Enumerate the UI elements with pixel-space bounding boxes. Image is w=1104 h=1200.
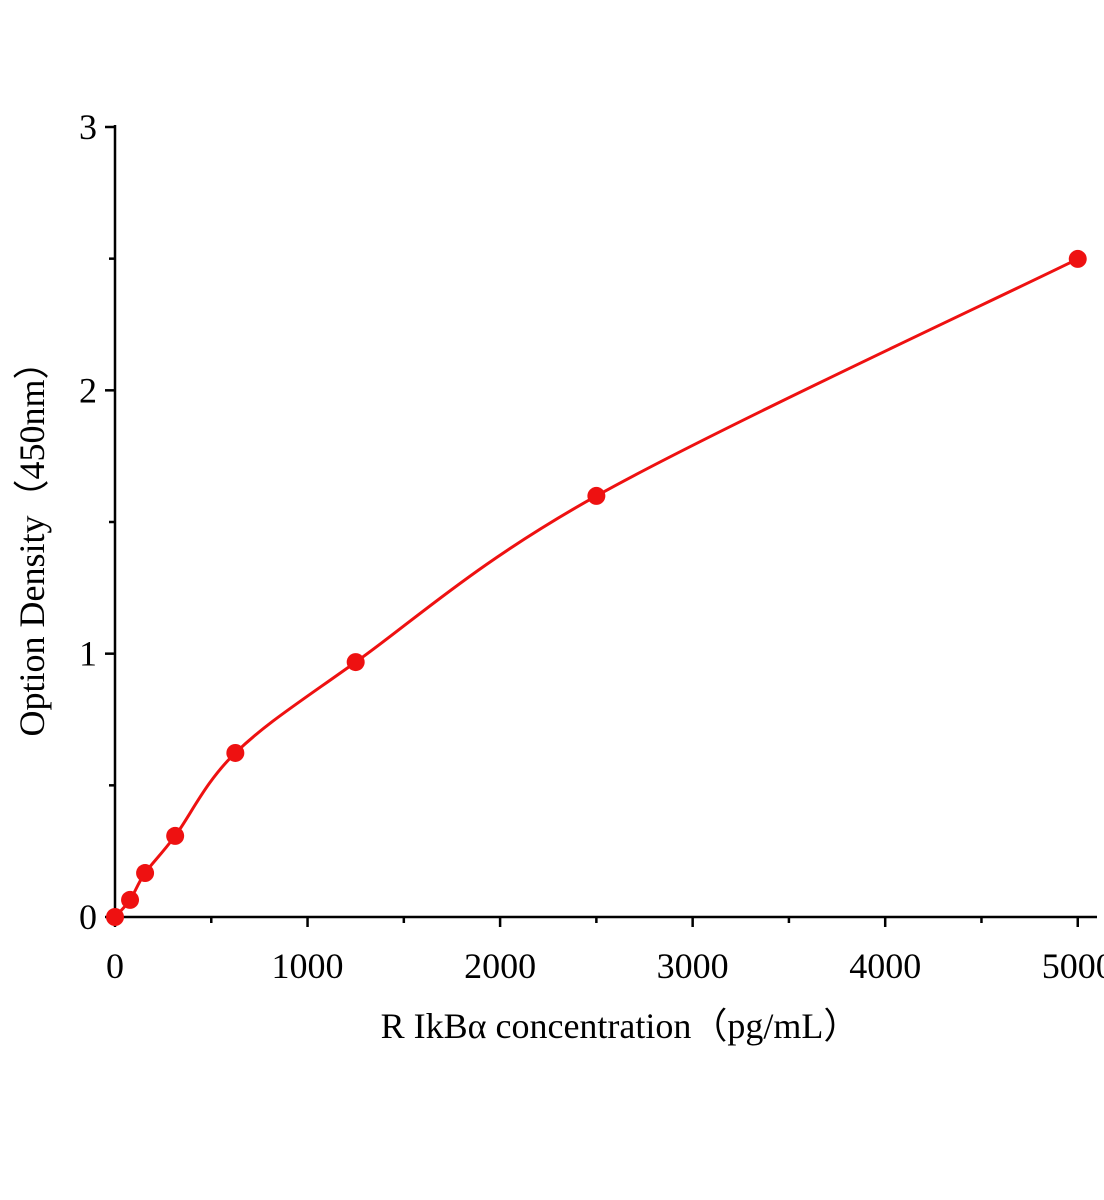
data-point bbox=[587, 486, 606, 505]
x-tick-label: 2000 bbox=[464, 946, 536, 986]
y-tick-label: 1 bbox=[79, 634, 97, 674]
x-tick-label: 1000 bbox=[272, 946, 344, 986]
y-tick-label: 0 bbox=[79, 897, 97, 937]
data-point bbox=[1068, 249, 1087, 268]
y-tick-label: 3 bbox=[79, 107, 97, 147]
y-axis-label: Option Density（450nm） bbox=[12, 344, 52, 737]
data-point bbox=[136, 864, 155, 883]
data-point bbox=[166, 826, 185, 845]
x-axis-label: R IkBα concentration（pg/mL） bbox=[381, 1006, 860, 1046]
data-point bbox=[226, 743, 245, 762]
x-tick-label: 4000 bbox=[849, 946, 921, 986]
data-point bbox=[346, 653, 365, 672]
data-point bbox=[121, 890, 140, 909]
fit-line bbox=[113, 257, 1079, 919]
x-tick-label: 0 bbox=[106, 946, 124, 986]
data-point bbox=[106, 908, 124, 926]
x-tick-label: 3000 bbox=[657, 946, 729, 986]
y-tick-label: 2 bbox=[79, 370, 97, 410]
